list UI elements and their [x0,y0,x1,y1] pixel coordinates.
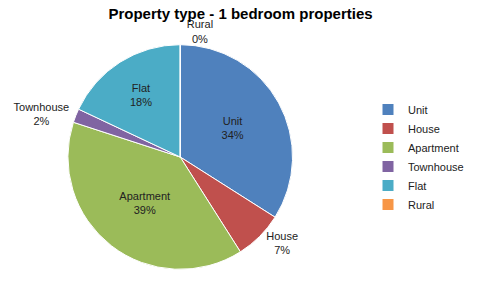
svg-text:Flat18%: Flat18% [130,82,152,108]
svg-text:House7%: House7% [266,230,298,256]
svg-text:Townhouse2%: Townhouse2% [14,101,70,127]
svg-text:House: House [408,123,440,135]
svg-text:Townhouse: Townhouse [408,161,464,173]
svg-text:Apartment39%: Apartment39% [119,190,170,216]
svg-text:Rural0%: Rural0% [187,18,213,44]
svg-text:Flat: Flat [408,180,426,192]
svg-text:Rural: Rural [408,199,434,211]
svg-text:Unit34%: Unit34% [222,115,244,141]
svg-text:Unit: Unit [408,104,428,116]
svg-text:Apartment: Apartment [408,142,459,154]
svg-text:Property type - 1 bedroom prop: Property type - 1 bedroom properties [108,5,372,22]
